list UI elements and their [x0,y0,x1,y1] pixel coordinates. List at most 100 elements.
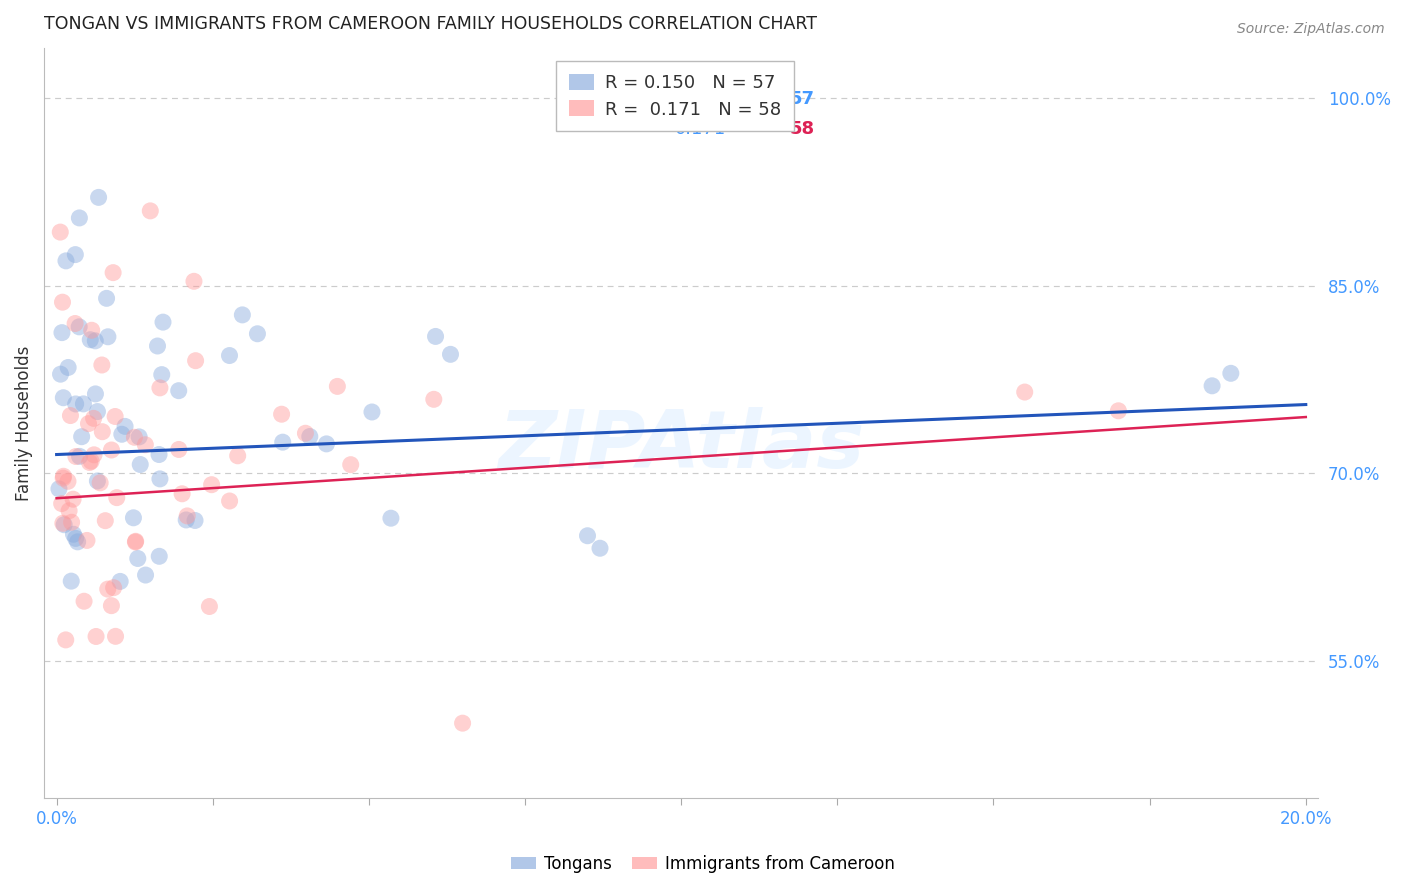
Point [128,430,150,444]
Point [86,474,108,488]
Point [65,397,87,411]
Point [51,326,73,340]
Point [56,360,79,375]
Point [84,630,107,644]
Point [96,291,118,305]
Point [108,574,131,589]
Point [122,510,145,524]
Point [271,435,294,450]
Point [167,442,190,457]
Point [339,458,361,472]
Point [84,334,107,348]
Text: ZIPAtlas: ZIPAtlas [498,407,865,484]
Legend: R = 0.150   N = 57, R =  0.171   N = 58: R = 0.150 N = 57, R = 0.171 N = 58 [555,62,793,131]
Point [152,315,174,329]
Point [79,455,101,469]
Point [1107,404,1129,418]
Point [218,494,240,508]
Point [62,492,84,507]
Text: 58: 58 [790,120,814,137]
Point [423,392,446,407]
Point [103,581,125,595]
Point [148,448,170,462]
Point [100,442,122,457]
Point [124,534,146,549]
Point [51,497,73,511]
Point [231,308,253,322]
Point [246,326,269,341]
Legend: Tongans, Immigrants from Cameroon: Tongans, Immigrants from Cameroon [505,848,901,880]
Point [1201,379,1223,393]
Point [104,409,127,424]
Point [198,599,221,614]
Point [67,211,90,225]
Point [226,449,249,463]
Point [201,477,224,491]
Point [80,454,103,468]
Point [451,716,474,731]
Text: 0.171: 0.171 [675,120,725,137]
Text: 0.150: 0.150 [675,90,725,108]
Point [139,203,162,218]
Point [72,397,94,411]
Point [380,511,402,525]
Point [167,384,190,398]
Point [53,517,76,532]
Point [361,405,384,419]
Point [294,426,316,441]
Point [60,574,83,589]
Point [105,491,128,505]
Point [52,516,75,531]
Point [425,329,447,343]
Point [70,430,93,444]
Point [1014,385,1036,400]
Text: TONGAN VS IMMIGRANTS FROM CAMEROON FAMILY HOUSEHOLDS CORRELATION CHART: TONGAN VS IMMIGRANTS FROM CAMEROON FAMIL… [44,15,817,33]
Point [87,190,110,204]
Point [111,427,134,442]
Point [67,319,90,334]
Point [576,529,599,543]
Point [97,330,120,344]
Point [63,317,86,331]
Point [62,527,84,541]
Point [298,429,321,443]
Point [124,535,146,549]
Point [65,247,87,261]
Point [146,339,169,353]
Point [76,533,98,548]
Point [83,411,105,425]
Point [94,514,117,528]
Point [100,599,122,613]
Point [149,472,172,486]
Point [183,274,205,288]
Point [55,253,77,268]
Point [184,514,207,528]
Y-axis label: Family Households: Family Households [15,345,32,501]
Point [184,353,207,368]
Point [439,347,461,361]
Point [58,504,80,518]
Point [56,475,79,489]
Point [129,458,152,472]
Point [66,534,89,549]
Point [315,437,337,451]
Text: 57: 57 [790,90,814,108]
Point [135,568,157,582]
Point [172,487,194,501]
Point [69,450,91,464]
Point [127,551,149,566]
Point [97,582,120,596]
Point [52,471,75,485]
Point [149,381,172,395]
Point [65,532,87,546]
Point [134,438,156,452]
Point [218,349,240,363]
Point [84,387,107,401]
Point [59,409,82,423]
Point [83,448,105,462]
Point [55,632,77,647]
Point [60,516,83,530]
Point [174,513,197,527]
Point [52,469,75,483]
Point [86,404,108,418]
